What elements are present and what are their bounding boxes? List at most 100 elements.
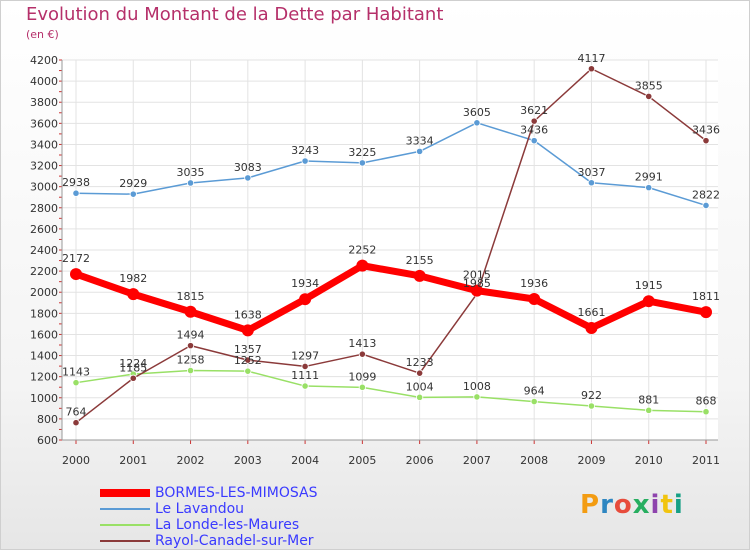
x-tick-label: 2005 xyxy=(348,454,376,467)
data-label: 1258 xyxy=(177,354,205,367)
data-point xyxy=(358,350,366,358)
data-label: 881 xyxy=(638,393,659,406)
data-point xyxy=(587,65,596,73)
data-point xyxy=(72,379,80,387)
data-point xyxy=(244,356,252,364)
data-point xyxy=(645,184,653,192)
data-label: 3334 xyxy=(406,134,434,147)
series-line xyxy=(75,369,707,413)
data-point xyxy=(530,137,538,145)
data-label: 3035 xyxy=(177,166,205,179)
y-tick-label: 3200 xyxy=(30,160,58,173)
data-label: 3243 xyxy=(291,144,319,157)
data-point xyxy=(470,284,483,297)
data-label: 2929 xyxy=(119,177,147,190)
chart-subtitle: (en €) xyxy=(26,28,59,41)
legend-swatch xyxy=(100,508,150,510)
chart-title: Evolution du Montant de la Dette par Hab… xyxy=(26,4,444,25)
x-tick-label: 2001 xyxy=(119,454,147,467)
data-point xyxy=(642,295,655,308)
logo-letter: r xyxy=(600,490,614,520)
data-point xyxy=(473,119,481,127)
logo-letter: t xyxy=(660,490,674,520)
data-label: 1413 xyxy=(348,337,376,350)
data-point xyxy=(416,147,424,156)
data-point xyxy=(645,406,653,414)
data-point xyxy=(184,305,197,318)
legend-item-bormes: BORMES-LES-MIMOSAS xyxy=(100,485,400,501)
y-tick-label: 1400 xyxy=(30,350,58,363)
logo-letter: P xyxy=(580,490,601,520)
legend-label: Rayol-Canadel-sur-Mer xyxy=(155,533,314,549)
data-point xyxy=(186,342,195,350)
data-label: 2822 xyxy=(692,188,720,201)
proxiti-logo: Proxiti xyxy=(580,490,684,520)
data-label: 1008 xyxy=(463,380,491,393)
data-label: 1004 xyxy=(406,380,434,393)
x-tick-label: 2011 xyxy=(692,454,720,467)
series-line xyxy=(74,262,707,334)
y-tick-label: 2000 xyxy=(30,286,58,299)
data-label: 1224 xyxy=(119,357,147,370)
data-point xyxy=(358,159,366,167)
data-label: 1815 xyxy=(177,290,205,303)
data-label: 3225 xyxy=(348,146,376,159)
x-tick-label: 2006 xyxy=(406,454,434,467)
legend-item-londe: La Londe-les-Maures xyxy=(100,517,400,533)
data-label: 3605 xyxy=(463,106,491,119)
data-point xyxy=(129,190,137,198)
data-label: 1297 xyxy=(291,349,319,362)
data-point xyxy=(585,322,598,335)
y-tick-label: 1000 xyxy=(30,392,58,405)
data-point xyxy=(700,306,712,319)
legend-item-lavandou: Le Lavandou xyxy=(100,501,400,517)
x-tick-label: 2000 xyxy=(62,454,90,467)
y-tick-label: 1200 xyxy=(30,371,58,384)
data-label: 868 xyxy=(696,395,717,408)
data-point xyxy=(358,383,366,391)
data-label: 1936 xyxy=(520,277,548,290)
legend-swatch xyxy=(100,524,150,526)
y-tick-label: 600 xyxy=(37,434,58,447)
data-label: 3037 xyxy=(577,166,605,179)
data-label: 3621 xyxy=(520,104,548,117)
legend-swatch xyxy=(100,489,150,497)
data-point xyxy=(301,157,309,165)
logo-letter: o xyxy=(613,490,633,520)
data-label: 1638 xyxy=(234,308,262,321)
data-point xyxy=(413,269,426,282)
logo-letter: i xyxy=(650,490,661,520)
y-tick-label: 3800 xyxy=(30,96,58,109)
data-label: 1099 xyxy=(348,370,376,383)
logo-letter: x xyxy=(632,490,651,520)
x-tick-label: 2008 xyxy=(520,454,548,467)
y-tick-label: 2200 xyxy=(30,265,58,278)
y-tick-label: 1800 xyxy=(30,307,58,320)
data-point xyxy=(241,324,254,337)
data-label: 3436 xyxy=(692,124,720,137)
legend-label: BORMES-LES-MIMOSAS xyxy=(155,485,318,501)
y-tick-label: 3400 xyxy=(30,138,58,151)
y-tick-label: 4200 xyxy=(30,54,58,67)
legend-item-rayol: Rayol-Canadel-sur-Mer xyxy=(100,533,400,549)
y-tick-label: 2400 xyxy=(30,244,58,257)
data-label: 1252 xyxy=(234,354,262,367)
data-point xyxy=(528,292,541,305)
legend-label: La Londe-les-Maures xyxy=(155,517,300,533)
data-point xyxy=(301,382,309,390)
data-point xyxy=(645,92,653,101)
y-tick-label: 2600 xyxy=(30,223,58,236)
data-point xyxy=(127,288,140,301)
data-label: 3436 xyxy=(520,124,548,137)
legend-label: Le Lavandou xyxy=(155,501,245,517)
y-tick-label: 3600 xyxy=(30,117,58,130)
data-label: 2991 xyxy=(635,171,663,184)
data-label: 1661 xyxy=(577,306,605,319)
data-point xyxy=(530,117,538,125)
data-label: 1357 xyxy=(234,343,262,356)
data-point xyxy=(72,189,80,197)
data-point xyxy=(186,366,195,375)
x-tick-label: 2004 xyxy=(291,454,319,467)
data-label: 2155 xyxy=(406,254,434,267)
